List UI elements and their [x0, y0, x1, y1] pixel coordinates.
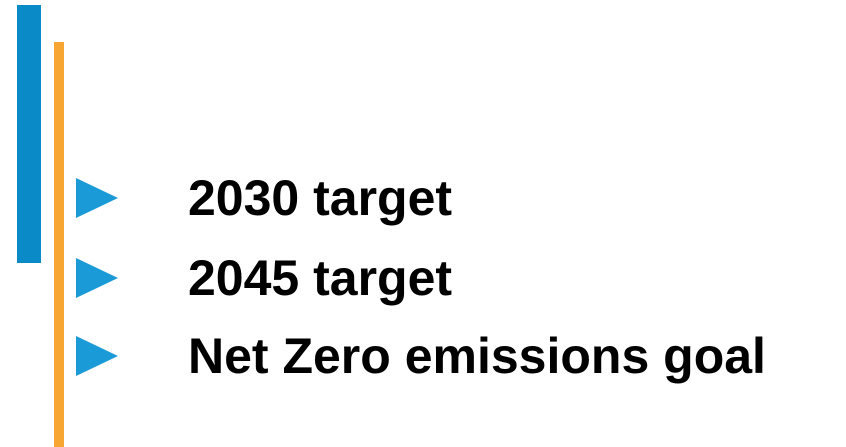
accent-line [54, 42, 64, 447]
bullet-text: 2030 target [188, 170, 453, 226]
bullet-text: 2045 target [188, 250, 453, 306]
bullet-item: 2030 target [76, 168, 452, 228]
bullet-item: 2045 target [76, 248, 452, 308]
accent-bar [17, 5, 41, 263]
bullet-arrow [76, 258, 118, 298]
bullet-arrow [76, 178, 118, 218]
bullet-arrow [76, 336, 118, 376]
bullet-item: Net Zero emissions goal [76, 326, 766, 386]
bullet-text: Net Zero emissions goal [188, 328, 766, 384]
